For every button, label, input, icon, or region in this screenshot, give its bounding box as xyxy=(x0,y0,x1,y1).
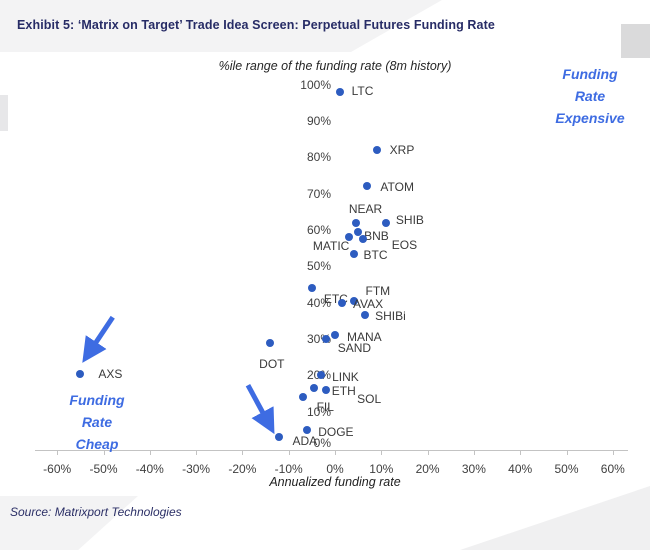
data-point-label-axs: AXS xyxy=(98,366,123,381)
expensive-note-line-1: Funding xyxy=(562,66,618,82)
y-tick-label-60: 60% xyxy=(306,223,331,238)
source-note: Source: Matrixport Technologies xyxy=(10,505,182,519)
data-point-label-atom: ATOM xyxy=(380,180,414,195)
data-point-label-doge: DOGE xyxy=(318,424,354,439)
data-point-label-link: LINK xyxy=(332,370,359,385)
background-shape-right-square xyxy=(621,24,650,58)
arrow-to-axs xyxy=(82,315,115,363)
x-tick-mark--40 xyxy=(149,450,151,455)
expensive-note-line-3: Expensive xyxy=(555,110,625,126)
x-tick-label-30: 30% xyxy=(461,462,486,476)
x-axis-line xyxy=(35,450,628,451)
data-point-label-btc: BTC xyxy=(363,247,388,262)
data-point-mana xyxy=(331,331,339,340)
x-tick-label-0: 0% xyxy=(326,462,344,476)
data-point-matic xyxy=(344,233,353,242)
y-tick-label-80: 80% xyxy=(306,150,331,165)
data-point-avax xyxy=(337,298,346,307)
data-point-label-near: NEAR xyxy=(348,201,383,216)
funding-rate-expensive-note: Funding Rate Expensive xyxy=(540,63,640,129)
x-tick-label--40: -40% xyxy=(135,462,164,476)
y-tick-label-100: 100% xyxy=(300,77,331,92)
data-point-label-eth: ETH xyxy=(331,383,356,398)
y-tick-label-50: 50% xyxy=(306,259,331,274)
data-point-eth xyxy=(321,385,330,394)
y-tick-label-0: 0% xyxy=(313,436,331,450)
data-point-atom xyxy=(363,182,372,191)
data-point-label-shibi: SHIBi xyxy=(375,309,406,324)
data-point-fil xyxy=(298,393,307,402)
x-tick-mark--50 xyxy=(103,450,105,455)
data-point-label-sol: SOL xyxy=(357,392,382,407)
data-point-label-eos: EOS xyxy=(391,238,418,253)
data-point-label-shib: SHIB xyxy=(395,212,424,227)
data-point-label-fil: FIL xyxy=(316,400,334,415)
y-tick-label-70: 70% xyxy=(306,186,331,201)
data-point-shib xyxy=(381,218,390,227)
x-tick-label--60: -60% xyxy=(43,462,72,476)
data-point-label-ada: ADA xyxy=(292,434,318,449)
x-tick-label--10: -10% xyxy=(274,462,303,476)
y-tick-label-10: 10% xyxy=(306,404,331,419)
data-point-label-mana: MANA xyxy=(347,330,382,345)
x-tick-label--50: -50% xyxy=(89,462,118,476)
arrow-to-ada xyxy=(245,383,275,435)
expensive-note-line-2: Rate xyxy=(574,88,606,104)
x-tick-mark--20 xyxy=(242,450,244,455)
x-tick-label--20: -20% xyxy=(228,462,257,476)
x-tick-mark-60 xyxy=(612,450,614,455)
x-tick-label-10: 10% xyxy=(369,462,394,476)
page-title: Exhibit 5: ‘Matrix on Target’ Trade Idea… xyxy=(17,18,495,32)
x-tick-mark-10 xyxy=(381,450,383,455)
data-point-link xyxy=(317,371,326,380)
data-point-ada xyxy=(275,433,284,442)
x-tick-mark-30 xyxy=(473,450,475,455)
data-point-ftm xyxy=(349,296,358,305)
cheap-note-line-1: Funding xyxy=(69,392,125,408)
funding-rate-cheap-note: Funding Rate Cheap xyxy=(47,389,147,455)
x-axis-label: Annualized funding rate xyxy=(269,475,401,489)
data-point-near xyxy=(351,218,360,227)
data-point-label-ltc: LTC xyxy=(351,84,374,99)
cheap-note-line-2: Rate xyxy=(81,414,113,430)
data-point-eos xyxy=(358,235,367,244)
data-point-axs xyxy=(76,369,85,378)
data-point-ltc xyxy=(335,88,344,97)
data-point-label-matic: MATIC xyxy=(312,239,350,254)
cheap-note-line-3: Cheap xyxy=(75,436,119,452)
x-tick-label-40: 40% xyxy=(508,462,533,476)
data-point-label-xrp: XRP xyxy=(389,143,415,158)
x-tick-label-60: 60% xyxy=(600,462,625,476)
data-point-label-ftm: FTM xyxy=(365,283,391,298)
data-point-dot xyxy=(266,338,275,347)
background-shape-left-square xyxy=(0,95,8,131)
data-point-sand xyxy=(321,335,330,344)
data-point-etc xyxy=(307,284,316,293)
data-point-label-bnb: BNB xyxy=(364,228,389,243)
x-tick-mark--10 xyxy=(288,450,290,455)
x-tick-mark-0 xyxy=(335,450,336,455)
x-tick-mark-50 xyxy=(566,450,568,455)
data-point-label-sand: SAND xyxy=(337,341,372,356)
data-point-shibi xyxy=(361,311,370,320)
data-point-label-avax: AVAX xyxy=(352,296,384,311)
x-tick-label--30: -30% xyxy=(182,462,211,476)
data-point-sol xyxy=(310,384,319,393)
data-point-bnb xyxy=(354,227,363,236)
x-tick-mark-40 xyxy=(520,450,522,455)
x-tick-label-20: 20% xyxy=(415,462,440,476)
data-point-btc xyxy=(349,249,358,258)
x-tick-mark-20 xyxy=(427,450,429,455)
y-tick-label-90: 90% xyxy=(306,114,331,129)
data-point-doge xyxy=(303,425,312,434)
x-tick-mark--30 xyxy=(196,450,198,455)
x-tick-label-50: 50% xyxy=(554,462,579,476)
data-point-xrp xyxy=(372,146,381,155)
x-tick-mark--60 xyxy=(57,450,59,455)
y-tick-label-40: 40% xyxy=(306,295,331,310)
chart-title: %ile range of the funding rate (8m histo… xyxy=(218,59,452,73)
data-point-label-dot: DOT xyxy=(259,356,285,371)
